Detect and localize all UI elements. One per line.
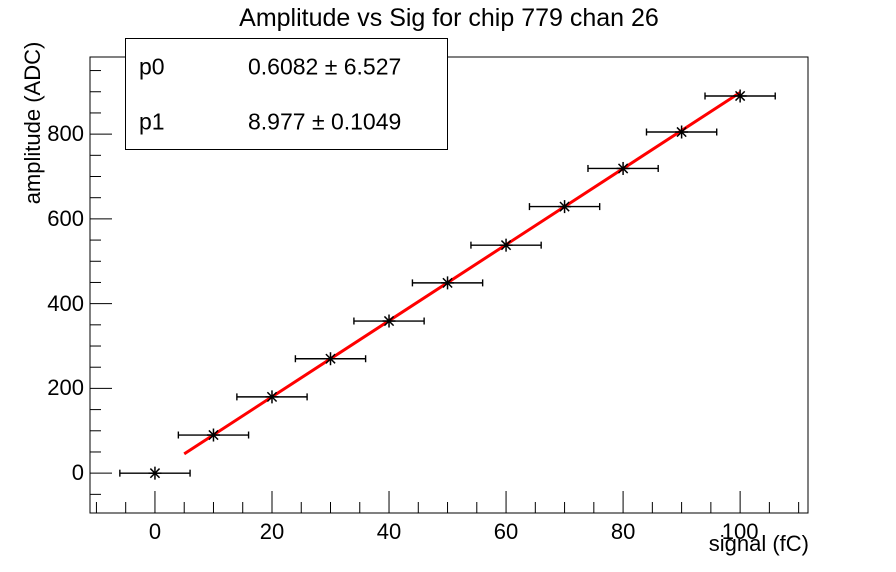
stats-box: p0 0.6082 ± 6.527 p1 8.977 ± 0.1049 bbox=[125, 38, 448, 150]
marker-arm bbox=[559, 201, 570, 212]
stats-row-p1: p1 8.977 ± 0.1049 bbox=[126, 94, 447, 149]
marker-arm bbox=[325, 353, 336, 364]
x-axis-title: signal (fC) bbox=[708, 531, 809, 556]
marker-arm bbox=[442, 277, 453, 289]
x-tick-label: 0 bbox=[148, 519, 162, 544]
marker-arm bbox=[208, 429, 219, 441]
data-point-marker bbox=[675, 125, 689, 139]
y-tick-label: 600 bbox=[47, 205, 84, 231]
stats-row-p0: p0 0.6082 ± 6.527 bbox=[126, 39, 447, 94]
marker-arm bbox=[500, 240, 512, 251]
plot-title: Amplitude vs Sig for chip 779 chan 26 bbox=[239, 4, 659, 32]
y-tick-label: 800 bbox=[47, 121, 84, 147]
marker-arm bbox=[734, 90, 746, 102]
marker-arm bbox=[149, 468, 161, 479]
x-tick-label: 20 bbox=[259, 519, 285, 544]
data-point-marker bbox=[382, 314, 396, 328]
fit-param-value: 8.977 ± 0.1049 bbox=[248, 108, 402, 134]
data-point-marker bbox=[441, 276, 455, 290]
marker-arm bbox=[676, 126, 687, 138]
data-point-marker bbox=[148, 466, 162, 480]
marker-arm bbox=[383, 315, 395, 327]
marker-arm bbox=[266, 391, 278, 403]
y-tick-label: 400 bbox=[47, 290, 84, 316]
fit-param-name: p1 bbox=[139, 108, 165, 134]
fit-param-value: 0.6082 ± 6.527 bbox=[248, 53, 402, 79]
y-tick-label: 0 bbox=[71, 460, 84, 486]
x-tick-label: 40 bbox=[376, 519, 402, 544]
data-point-marker bbox=[499, 238, 513, 252]
y-tick-label: 200 bbox=[47, 375, 84, 401]
plot-frame bbox=[89, 56, 809, 514]
x-tick-label: 80 bbox=[610, 519, 636, 544]
data-point-marker bbox=[206, 428, 220, 442]
data-point-marker bbox=[324, 352, 338, 366]
y-axis-title: amplitude (ADC) bbox=[20, 41, 45, 205]
data-point-marker bbox=[265, 390, 279, 404]
data-point-marker bbox=[558, 200, 572, 214]
fit-param-name: p0 bbox=[139, 53, 165, 79]
data-point-marker bbox=[733, 89, 747, 103]
x-tick-label: 60 bbox=[493, 519, 519, 544]
x-tick-label: 100 bbox=[721, 519, 759, 544]
marker-arm bbox=[617, 163, 629, 174]
fit-line bbox=[183, 91, 741, 456]
data-point-marker bbox=[616, 161, 630, 175]
